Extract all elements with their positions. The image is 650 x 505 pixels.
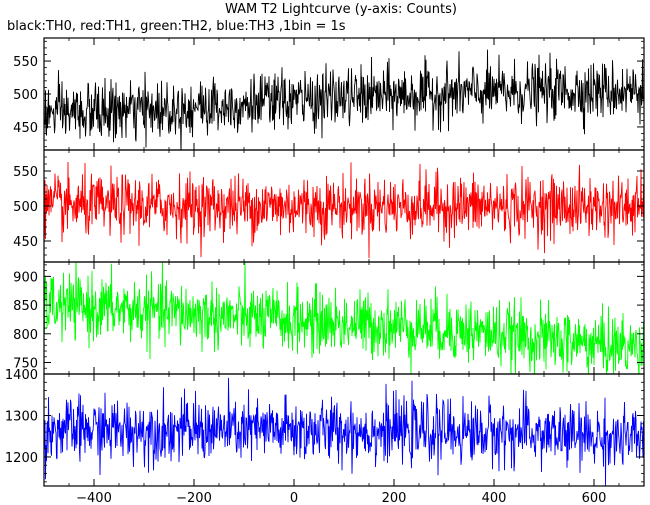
x-tick-label: 600 (582, 491, 607, 505)
panel-th1: 450 500 550 (13, 149, 645, 263)
y-tick-label: 550 (13, 55, 38, 70)
panel-th0: 450 500 550 (13, 37, 645, 151)
x-tick-label: 0 (290, 491, 298, 505)
x-tick-label: 400 (482, 491, 507, 505)
y-tick-label: 500 (13, 88, 38, 103)
x-tick-label: −400 (76, 491, 112, 505)
panel-th3: 1200 1300 1400 (5, 368, 645, 487)
series-line-th0 (44, 49, 644, 150)
x-tick-labels: −400 −200 0 200 400 600 (76, 491, 606, 505)
y-tick-label: 750 (13, 357, 38, 372)
y-tick-label: 550 (13, 165, 38, 180)
y-tick-label: 900 (13, 270, 38, 285)
y-tick-label: 1200 (5, 451, 38, 466)
panel-th2: 750 800 850 900 (13, 261, 645, 375)
series-line-th1 (44, 161, 644, 259)
x-tick-label: −200 (176, 491, 212, 505)
y-tick-label: 800 (13, 328, 38, 343)
y-tick-label: 1400 (5, 368, 38, 383)
chart-title: WAM T2 Lightcurve (y-axis: Counts) (225, 2, 457, 17)
y-tick-label: 850 (13, 299, 38, 314)
x-tick-label: 200 (382, 491, 407, 505)
chart-subtitle: black:TH0, red:TH1, green:TH2, blue:TH3 … (7, 19, 346, 34)
series-line-th2 (44, 262, 644, 374)
y-tick-label: 500 (13, 200, 38, 215)
panels-group: 450 500 550 450 500 550 750 800 850 900 1200 1300 14… (5, 37, 645, 487)
y-tick-label: 450 (13, 121, 38, 136)
y-tick-label: 450 (13, 235, 38, 250)
series-line-th3 (44, 377, 644, 486)
y-tick-label: 1300 (5, 409, 38, 424)
